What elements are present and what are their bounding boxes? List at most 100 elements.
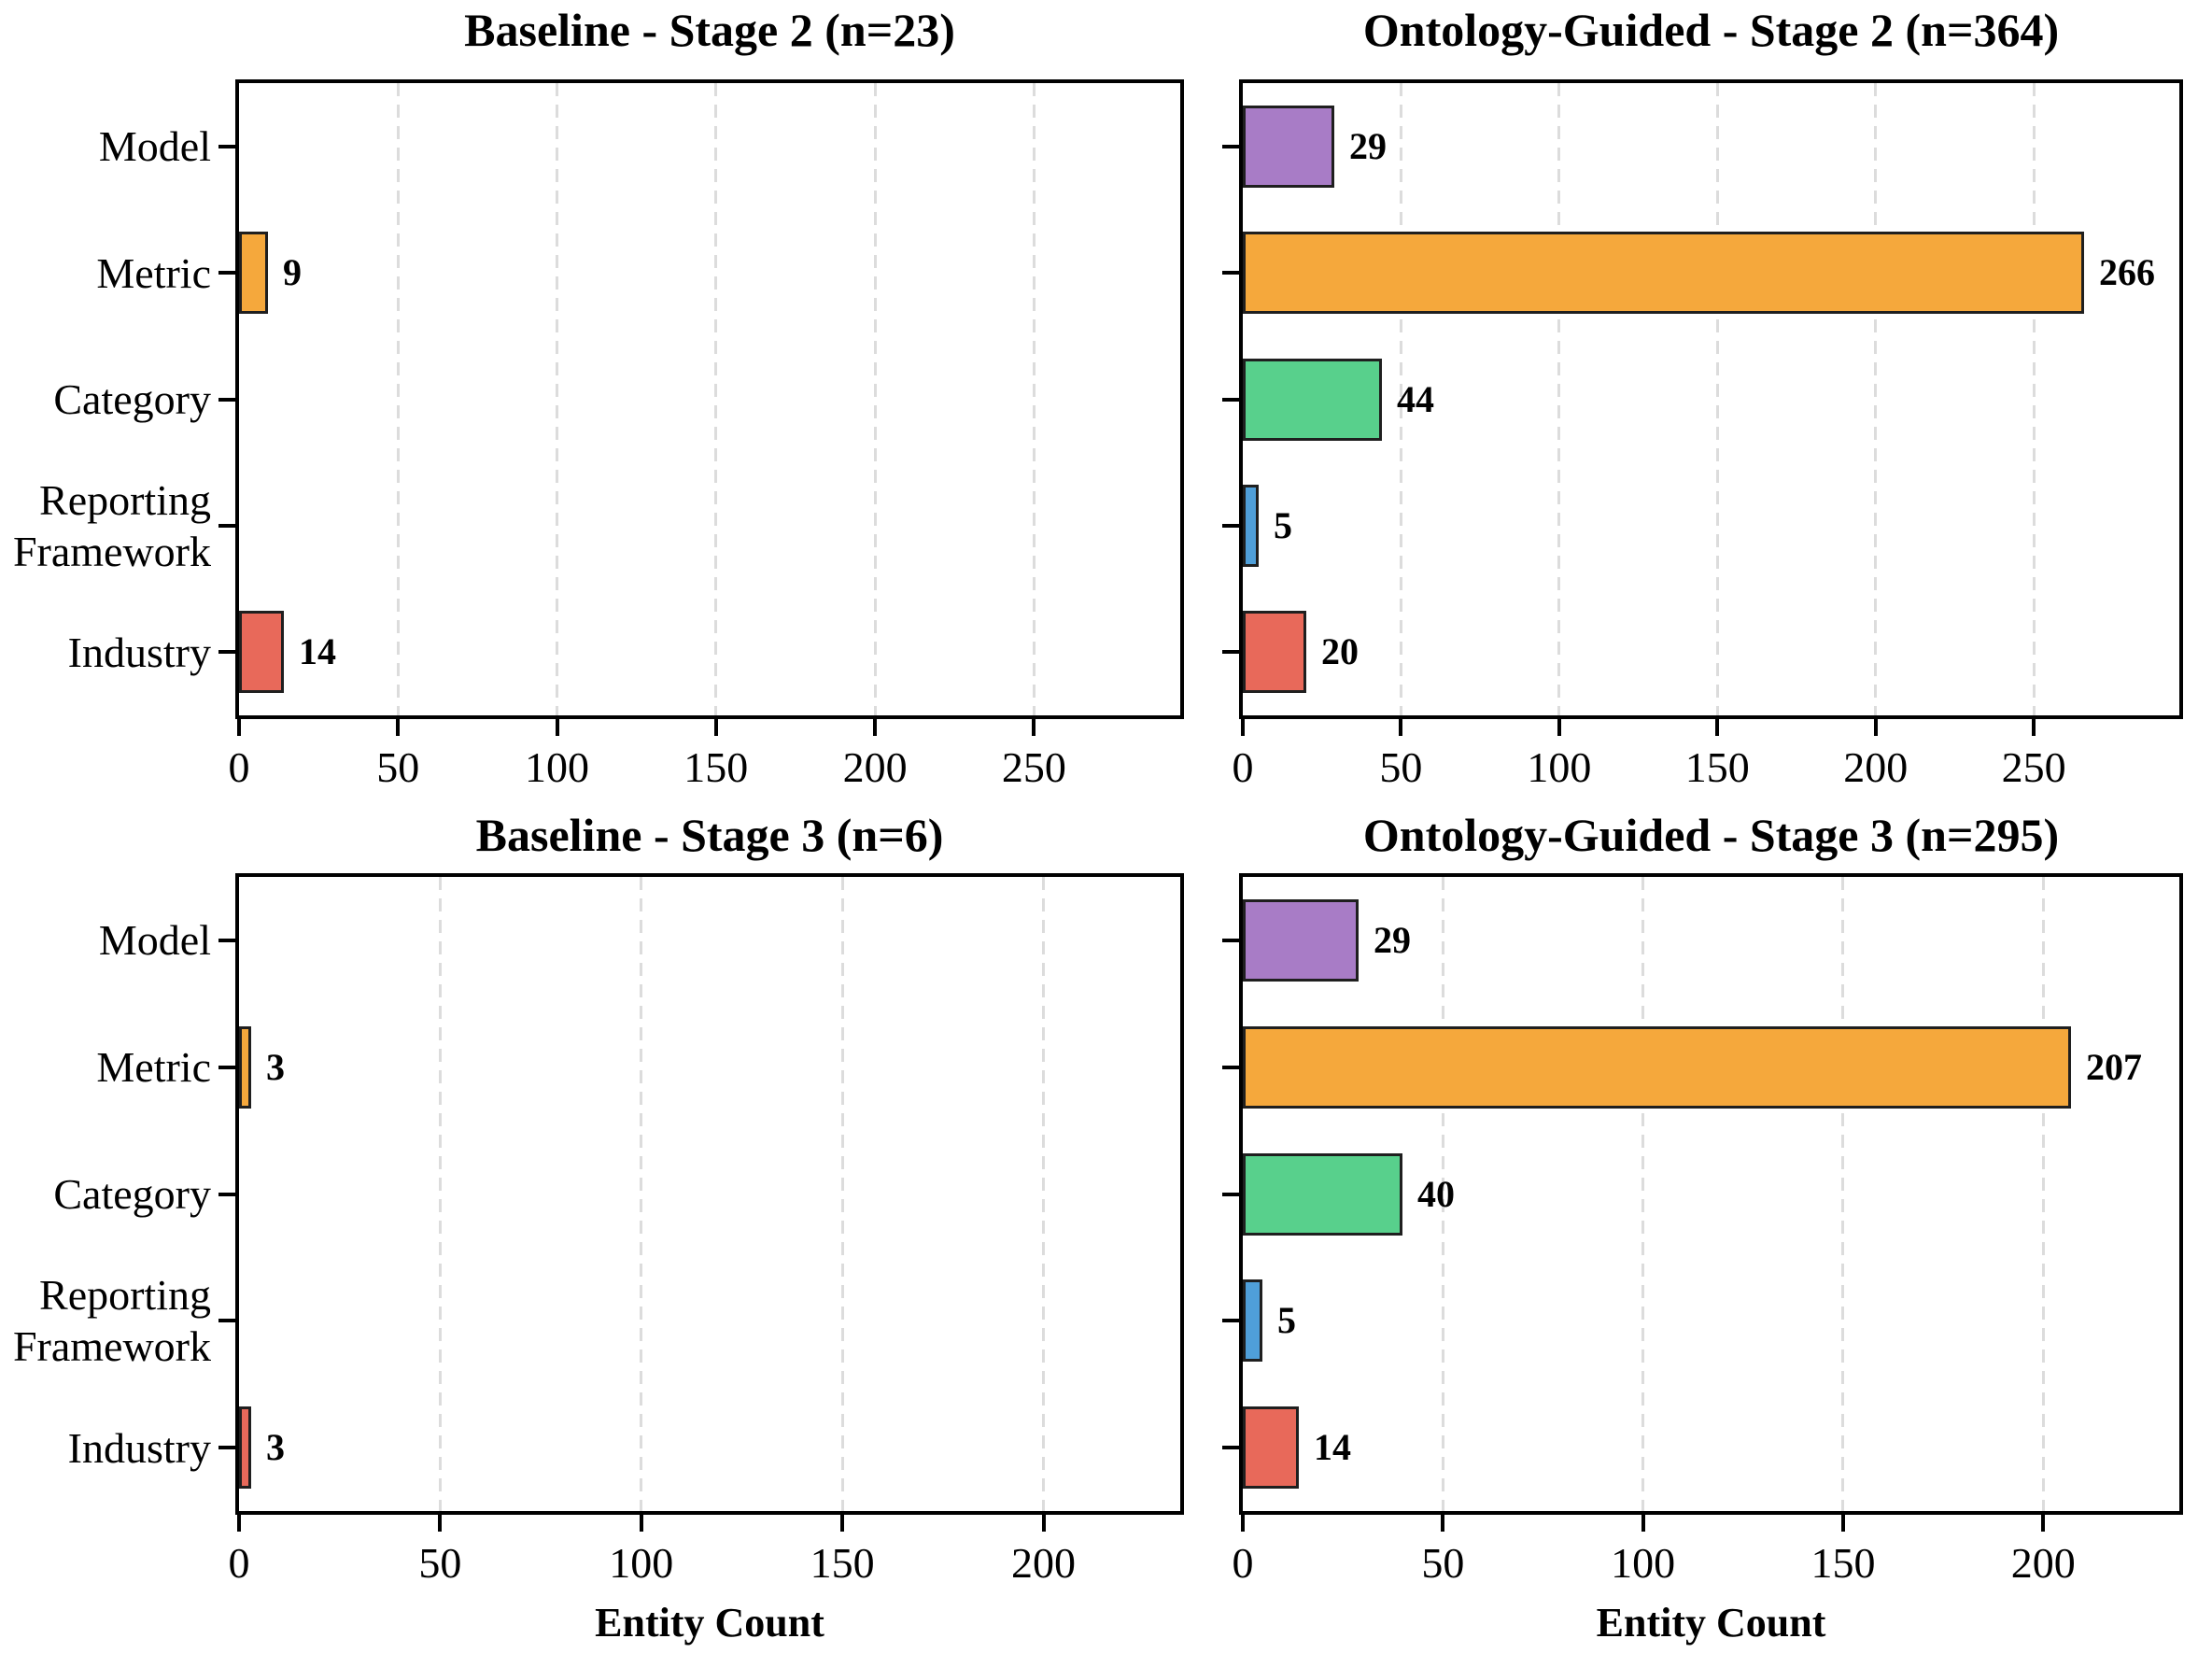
y-tick-category (1222, 398, 1239, 402)
bar-metric (1243, 1026, 2071, 1109)
x-tick-200 (1042, 1515, 1046, 1532)
category-label-industry: Industry (67, 1424, 211, 1472)
gridline-x50 (1441, 877, 1444, 1511)
x-tick-label-150: 150 (810, 1539, 875, 1587)
plot-area-baseline-stage-2: 9 14 (235, 79, 1184, 719)
x-tick-100 (556, 719, 559, 736)
gridline-x50 (396, 83, 400, 715)
value-label-model: 29 (1374, 919, 1411, 961)
x-tick-label-100: 100 (525, 743, 590, 791)
x-tick-label-200: 200 (2010, 1539, 2076, 1587)
y-tick-industry (218, 650, 235, 654)
x-tick-100 (1641, 1515, 1645, 1532)
bar-industry (239, 1406, 251, 1489)
y-tick-model (218, 939, 235, 942)
x-tick-0 (1241, 719, 1245, 736)
x-tick-label-100: 100 (1611, 1539, 1676, 1587)
plot-area-ontology-guided-stage-3: 29 207 40 5 14 (1239, 873, 2183, 1515)
bar-reporting-framework (1243, 485, 1259, 567)
bar-industry (1243, 1406, 1299, 1489)
category-label-reporting-framework: Reporting Framework (12, 1271, 211, 1370)
x-tick-50 (1399, 719, 1402, 736)
category-label-category: Category (53, 375, 211, 423)
x-tick-0 (237, 719, 241, 736)
value-label-industry: 14 (1314, 1426, 1351, 1468)
y-tick-metric (1222, 271, 1239, 275)
chart-title-ontology-guided-stage-3: Ontology-Guided - Stage 3 (n=295) (1362, 809, 2060, 861)
category-label-reporting-framework: Reporting Framework (12, 476, 211, 575)
x-tick-200 (2041, 1515, 2045, 1532)
x-tick-100 (640, 1515, 643, 1532)
x-tick-label-150: 150 (1684, 743, 1750, 791)
value-label-category: 44 (1397, 378, 1434, 420)
y-tick-industry (1222, 650, 1239, 654)
gridline-x100 (556, 83, 559, 715)
x-tick-label-50: 50 (376, 743, 420, 791)
axis-label-entity-count: Entity Count (595, 1600, 824, 1646)
x-tick-200 (1874, 719, 1878, 736)
x-tick-50 (438, 1515, 442, 1532)
y-tick-industry (1222, 1446, 1239, 1449)
x-tick-label-50: 50 (418, 1539, 462, 1587)
plot-area-ontology-guided-stage-2: 29 266 44 5 20 (1239, 79, 2183, 719)
x-tick-label-0: 0 (228, 743, 250, 791)
gridline-x100 (640, 877, 643, 1511)
y-tick-reporting-framework (218, 1319, 235, 1322)
gridline-x150 (714, 83, 718, 715)
y-tick-reporting-framework (1222, 1319, 1239, 1322)
value-label-industry: 20 (1321, 630, 1359, 672)
y-tick-model (1222, 145, 1239, 148)
gridline-x250 (1032, 83, 1036, 715)
x-tick-label-200: 200 (1843, 743, 1909, 791)
y-tick-metric (1222, 1066, 1239, 1069)
gridline-x150 (1841, 877, 1845, 1511)
y-tick-model (218, 145, 235, 148)
gridline-x200 (1042, 877, 1046, 1511)
x-tick-label-250: 250 (1001, 743, 1066, 791)
bar-model (1243, 899, 1359, 982)
category-label-metric: Metric (96, 249, 211, 297)
bar-industry (239, 611, 284, 693)
bar-industry (1243, 611, 1306, 693)
chart-title-ontology-guided-stage-2: Ontology-Guided - Stage 2 (n=364) (1362, 4, 2060, 56)
x-tick-label-100: 100 (1527, 743, 1592, 791)
value-label-metric: 9 (283, 251, 302, 293)
x-tick-50 (396, 719, 400, 736)
value-label-model: 29 (1349, 125, 1387, 167)
value-label-category: 40 (1417, 1173, 1455, 1215)
y-tick-category (218, 398, 235, 402)
value-label-reporting-framework: 5 (1277, 1299, 1296, 1341)
bar-metric (1243, 232, 2084, 314)
x-tick-label-0: 0 (1232, 743, 1254, 791)
gridline-x150 (840, 877, 844, 1511)
bar-category (1243, 359, 1382, 441)
gridline-x200 (873, 83, 877, 715)
category-label-category: Category (53, 1170, 211, 1218)
x-tick-250 (1032, 719, 1036, 736)
x-tick-150 (1715, 719, 1719, 736)
x-tick-200 (873, 719, 877, 736)
gridline-x50 (1399, 83, 1402, 715)
x-tick-0 (237, 1515, 241, 1532)
x-tick-250 (2032, 719, 2036, 736)
x-tick-150 (714, 719, 718, 736)
value-label-reporting-framework: 5 (1274, 504, 1292, 546)
gridline-x100 (1641, 877, 1645, 1511)
category-label-model: Model (98, 916, 211, 964)
x-tick-100 (1557, 719, 1561, 736)
x-tick-label-250: 250 (2001, 743, 2066, 791)
x-tick-label-50: 50 (1421, 1539, 1465, 1587)
bar-category (1243, 1153, 1402, 1236)
x-tick-0 (1241, 1515, 1245, 1532)
x-tick-50 (1441, 1515, 1444, 1532)
gridline-x250 (2032, 83, 2036, 715)
value-label-metric: 207 (2086, 1046, 2142, 1088)
category-label-industry: Industry (67, 629, 211, 676)
y-tick-reporting-framework (218, 524, 235, 528)
bar-metric (239, 232, 268, 314)
y-tick-industry (218, 1446, 235, 1449)
x-tick-label-50: 50 (1379, 743, 1423, 791)
gridline-x100 (1557, 83, 1561, 715)
